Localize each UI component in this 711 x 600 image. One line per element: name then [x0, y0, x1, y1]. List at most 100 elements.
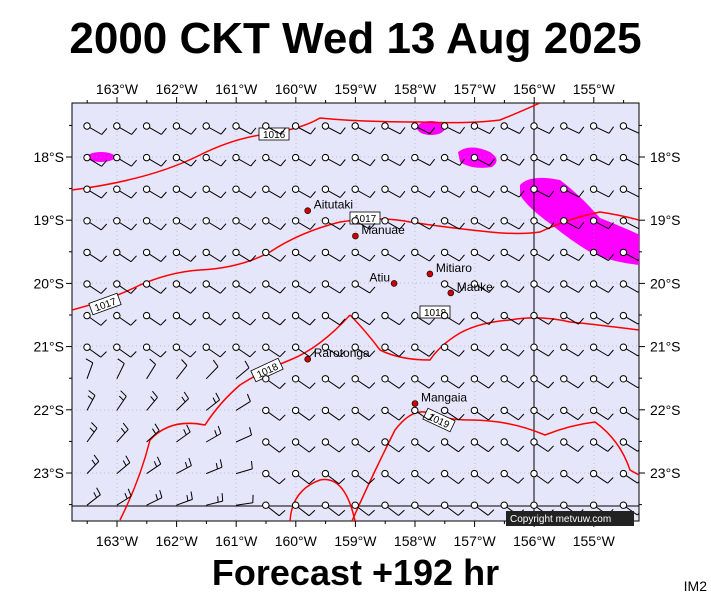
wind-barb: [589, 343, 614, 357]
wind-barb: [146, 489, 163, 506]
latitude-labels-left: 18°S 19°S 20°S 21°S 22°S 23°S: [33, 149, 64, 481]
wind-barb: [500, 153, 525, 166]
wind-barb: [262, 311, 286, 326]
wind-barb: [470, 122, 495, 135]
island-marker: [304, 355, 312, 363]
wind-barb: [560, 185, 585, 198]
wind-barb: [530, 122, 555, 134]
lon-label-bottom: 159°W: [334, 533, 377, 549]
wind-barb: [440, 280, 465, 294]
wind-barb: [530, 248, 555, 262]
wind-barb: [351, 343, 376, 357]
wind-barb: [530, 280, 555, 293]
isobar-label: 1016: [263, 130, 286, 141]
wind-barb: [440, 248, 465, 262]
wind-barb: [176, 391, 190, 411]
wind-barb: [291, 406, 316, 421]
wind-barb: [619, 469, 639, 484]
wind-barb: [235, 427, 252, 443]
wind-barb: [381, 248, 406, 262]
wind-barb: [530, 406, 555, 421]
wind-barb: [291, 122, 316, 135]
wind-barb: [172, 343, 197, 358]
wind-barb: [560, 248, 585, 262]
wind-barb: [202, 217, 227, 231]
wind-barb: [232, 343, 256, 358]
island-marker: [390, 280, 398, 287]
wind-barb: [113, 153, 137, 167]
wind-barb: [589, 375, 614, 389]
wind-barb: [351, 153, 376, 167]
lat-label-left: 18°S: [33, 149, 64, 165]
wind-barb: [202, 153, 227, 167]
wind-barb: [619, 153, 639, 166]
wind-barb: [351, 122, 376, 135]
island-label: Mauke: [457, 280, 493, 294]
wind-barb: [142, 217, 167, 231]
wind-barb: [619, 280, 639, 293]
wind-barb: [172, 248, 197, 262]
wind-barb: [351, 438, 376, 453]
wind-barb: [411, 375, 435, 389]
map-title: 2000 CKT Wed 13 Aug 2025: [69, 14, 642, 63]
wind-barb: [202, 248, 227, 262]
longitude-labels-top: 163°W 162°W 161°W 160°W 159°W 158°W 157°W 156°W…: [96, 81, 616, 97]
wind-barb: [560, 122, 585, 134]
wind-barb: [589, 153, 615, 166]
wind-barb: [411, 343, 435, 357]
wind-barb: [619, 501, 639, 516]
wind-barb: [142, 122, 167, 135]
wind-barb: [205, 392, 221, 411]
wind-barb: [530, 438, 554, 452]
wind-barb: [411, 469, 435, 485]
wind-barb: [470, 375, 495, 389]
wind-barb: [381, 217, 406, 230]
wind-barb: [411, 501, 435, 516]
wind-barb: [500, 248, 525, 262]
wind-barb: [232, 280, 257, 294]
islands: Aitutaki Manuae Mitiaro Atiu Mauke Rarotonga M…: [304, 198, 493, 407]
wind-barb: [619, 406, 639, 420]
lon-label-top: 162°W: [156, 81, 199, 97]
wind-barb: [500, 122, 525, 134]
wind-barb: [113, 248, 137, 263]
lat-label-left: 23°S: [33, 465, 64, 481]
wind-barb: [291, 438, 316, 453]
wind-barb: [83, 280, 107, 294]
wind-barb: [560, 311, 584, 325]
wind-barb: [321, 311, 346, 326]
wind-barb: [560, 153, 585, 166]
island-label: Atiu: [369, 270, 390, 284]
wind-barb: [351, 248, 376, 262]
wind-barb: [262, 469, 286, 485]
wind-barb: [85, 358, 94, 379]
wind-barb: [500, 185, 525, 198]
wind-barb: [321, 501, 346, 516]
wind-barb: [440, 122, 466, 135]
wind-barb: [589, 311, 614, 325]
wind-barb: [113, 311, 137, 326]
wind-barb: [142, 248, 167, 263]
wind-barb: [142, 280, 167, 294]
island-marker: [411, 400, 419, 407]
longitude-labels-bottom: 163°W 162°W 161°W 160°W 159°W 158°W 157°W 156°W…: [96, 533, 616, 549]
wind-barb: [560, 469, 584, 484]
lon-label-bottom: 156°W: [513, 533, 556, 549]
wind-barb: [440, 501, 465, 516]
island-label: Mangaia: [421, 391, 467, 405]
wind-barb: [530, 311, 555, 325]
wind-barb: [176, 359, 188, 380]
wind-barb: [83, 122, 108, 135]
lon-label-top: 158°W: [394, 81, 437, 97]
lon-label-top: 160°W: [275, 81, 318, 97]
wind-barb: [589, 438, 614, 452]
wind-barb: [560, 280, 585, 293]
wind-barb: [500, 343, 525, 357]
wind-barb: [262, 122, 287, 135]
wind-barb: [321, 217, 346, 230]
wind-barb: [351, 185, 376, 198]
wind-barb: [560, 217, 585, 230]
copyright-text: Copyright metvuw.com: [510, 514, 611, 525]
wind-barb: [589, 469, 614, 484]
wind-barb: [116, 358, 125, 380]
